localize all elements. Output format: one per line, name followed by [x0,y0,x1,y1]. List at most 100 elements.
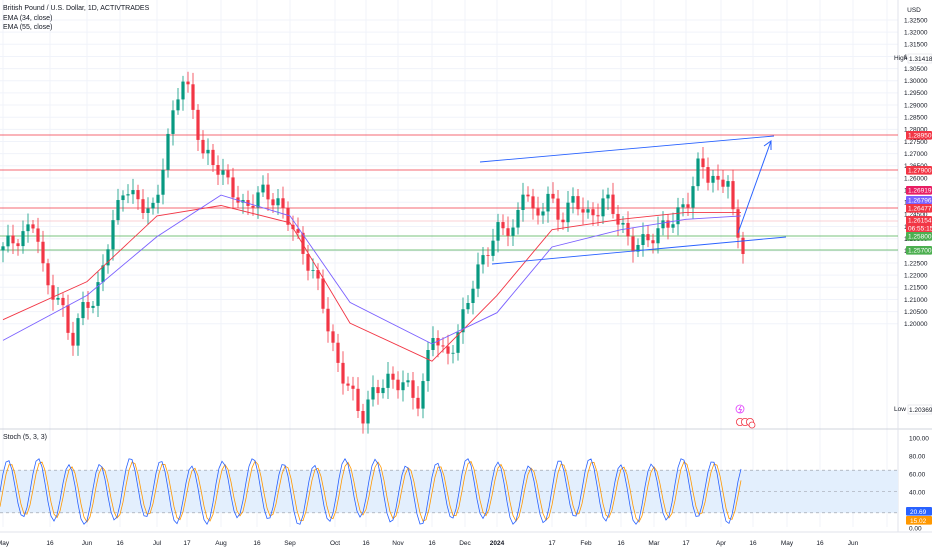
arrow-head [763,140,772,150]
time-tick: Nov [392,540,404,547]
candle-body [171,110,175,134]
candle-body [561,219,565,223]
stoch-k-value: 20.69 [910,509,927,516]
candle-body [596,215,600,217]
price-badge [906,204,932,213]
candle-body [41,241,45,264]
candle-body [506,228,510,236]
lightning-bolt [738,405,743,414]
candle-body [376,387,380,394]
candle-body [1,246,5,251]
stoch-tick: 40.00 [909,489,926,496]
candle-body [481,255,485,265]
ema55-legend[interactable]: EMA (55, close) [3,24,53,31]
candle-body [81,302,85,319]
candle-body [56,297,60,300]
candle-body [671,224,675,228]
symbol-title[interactable]: British Pound / U.S. Dollar, 1D, ACTIVTR… [3,5,150,12]
horizontal-levels[interactable] [0,134,898,251]
candle-body [416,397,420,409]
candle-body [726,181,730,187]
candlestick-series [1,71,745,434]
candle-body [521,194,525,210]
price-badge [906,166,932,175]
candle-body [446,346,450,354]
event-markers[interactable] [735,404,756,429]
price-tick: 1.20500 [904,309,928,316]
candle-body [656,228,660,244]
price-badge [906,232,932,241]
candle-body [286,207,290,225]
candle-body [201,139,205,154]
candle-body [321,278,325,309]
candle-body [221,170,225,175]
candle-body [91,305,95,308]
price-badge [906,131,932,140]
time-tick: May [781,540,794,547]
candle-body [156,194,160,203]
stoch-d-value: 15.02 [910,518,927,525]
candle-body [191,84,195,110]
candle-body [261,184,265,193]
stoch-legend[interactable]: Stoch (5, 3, 3) [3,434,47,441]
candle-body [626,222,630,237]
time-tick: Feb [580,540,592,547]
price-scale[interactable]: USD1.325001.320001.315001.310001.305001.… [894,7,932,415]
price-tick: 1.32000 [904,29,928,36]
price-badge-label: 06:55:15 [908,226,932,233]
stoch-band [0,470,898,513]
time-tick: Apr [716,540,727,547]
candle-body [226,170,230,178]
ema34-line [2,205,741,362]
candle-body [131,190,135,195]
time-scale[interactable]: May 16 Jun 16 Jul 17 Aug 16 Sep Oct 16 Nov 16 Dec 2024… [0,531,932,547]
candle-body [356,388,360,411]
time-tick: 16 [116,540,124,547]
price-badge-label: 1.26477 [908,206,932,213]
high-badge [907,53,932,64]
stochastic-pane [0,457,898,526]
candle-body [231,177,235,198]
time-tick: 16 [46,540,54,547]
economic-event-icon [748,421,756,429]
price-badge [906,246,932,255]
price-tick: 1.21500 [904,285,928,292]
candle-body [176,99,180,111]
candle-body [336,342,340,363]
stoch-tick: 100.00 [909,435,929,442]
candle-body [76,318,80,346]
price-tick: 1.20000 [904,321,928,328]
candle-body [266,184,270,200]
time-tick: Sep [284,540,296,547]
ema34-legend[interactable]: EMA (34, close) [3,15,53,22]
price-tick: 1.24500 [904,212,928,219]
price-tick: 1.26000 [904,175,928,182]
candle-body [701,158,705,168]
candle-body [141,199,145,213]
candle-body [476,264,480,289]
channel-upper [479,135,775,163]
price-badge [906,216,932,225]
price-tick: 1.30500 [904,66,928,73]
candle-body [211,149,215,166]
trend-channel[interactable] [479,135,787,265]
candle-body [186,81,190,85]
candle-body [541,211,545,216]
time-tick: May [0,540,10,547]
candle-body [576,196,580,210]
candle-body [411,380,415,398]
candle-body [31,224,35,229]
candle-body [276,198,280,206]
candle-body [571,196,575,203]
candle-body [401,382,405,391]
candle-body [316,270,320,279]
candle-body [616,213,620,225]
candle-body [696,158,700,187]
price-badge-label: 1.26796 [908,198,932,205]
price-badge [906,186,932,195]
candle-body [631,236,635,252]
price-tick: 1.21000 [904,297,928,304]
candle-body [71,332,75,346]
